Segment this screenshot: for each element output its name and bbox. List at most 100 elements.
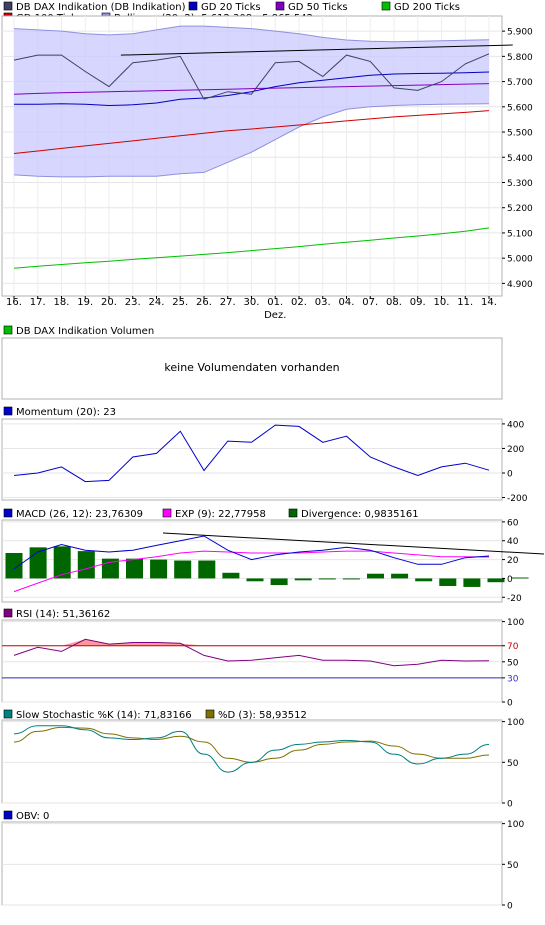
macd-legend-label: EXP (9): 22,77958 xyxy=(175,509,266,520)
macd-legend-swatch xyxy=(288,508,298,518)
macd-y-tick-label: 20 xyxy=(507,556,519,566)
price-legend-swatch xyxy=(275,1,285,11)
divergence-bar xyxy=(5,552,23,579)
momentum-legend-swatch xyxy=(3,406,13,416)
momentum-y-tick-label: -200 xyxy=(507,494,528,504)
price-legend-label: DB DAX Indikation (DB Indikation) xyxy=(16,2,186,13)
x-tick-label: 07. xyxy=(362,297,378,308)
macd-legend-label: Divergence: 0,9835161 xyxy=(301,509,419,520)
divergence-bar xyxy=(367,573,384,579)
rsi-y-tick-label: 70 xyxy=(507,642,519,652)
x-tick-label: 10. xyxy=(434,297,450,308)
x-tick-label: 03. xyxy=(315,297,331,308)
price-y-tick-label: 5.000 xyxy=(507,255,533,265)
x-tick-label: 25. xyxy=(172,297,188,308)
macd-y-tick-label: 60 xyxy=(507,518,519,528)
stochastic-legend-label: %D (3): 58,93512 xyxy=(218,710,307,721)
divergence-bar xyxy=(391,573,409,579)
volume-no-data-message: keine Volumendaten vorhanden xyxy=(164,361,339,374)
divergence-bar xyxy=(439,578,457,586)
momentum-y-tick-label: 200 xyxy=(507,445,524,455)
sma200-line xyxy=(13,227,490,269)
x-tick-label: 18. xyxy=(54,297,70,308)
price-y-tick-label: 5.700 xyxy=(507,78,533,88)
volume-legend-swatch xyxy=(3,325,13,335)
volume-legend-label: DB DAX Indikation Volumen xyxy=(16,326,154,337)
rsi-y-tick-label: 30 xyxy=(507,674,519,684)
rsi-line xyxy=(13,638,490,667)
stochastic-y-tick-label: 100 xyxy=(507,718,524,728)
price-y-tick-label: 5.800 xyxy=(507,53,533,63)
x-tick-label: 09. xyxy=(410,297,426,308)
price-y-tick-label: 4.900 xyxy=(507,280,533,290)
divergence-bar xyxy=(174,560,192,579)
sma100-line xyxy=(13,110,490,154)
macd-exp-line xyxy=(13,550,490,593)
macd-y-tick-label: 0 xyxy=(507,575,513,585)
stochastic-legend-label: Slow Stochastic %K (14): 71,83166 xyxy=(16,710,192,721)
x-tick-label: 14. xyxy=(481,297,497,308)
x-month-label: Dez. xyxy=(264,310,286,321)
rsi-panel-frame xyxy=(1,619,503,703)
macd-legend-swatch xyxy=(3,508,13,518)
macd-y-tick-label: -20 xyxy=(507,594,522,604)
x-tick-label: 20. xyxy=(101,297,117,308)
x-tick-label: 04. xyxy=(339,297,355,308)
momentum-y-tick-label: 400 xyxy=(507,420,524,430)
rsi-y-tick-label: 0 xyxy=(507,699,513,709)
obv-y-tick-label: 0 xyxy=(507,902,513,912)
divergence-bar xyxy=(270,578,288,586)
price-y-tick-label: 5.400 xyxy=(507,154,533,164)
rsi-y-tick-label: 100 xyxy=(507,618,524,628)
price-legend-swatch xyxy=(3,1,13,11)
price-legend-label: GD 20 Ticks xyxy=(201,2,261,13)
price-y-tick-label: 5.300 xyxy=(507,179,533,189)
price-y-tick-label: 5.500 xyxy=(507,129,533,139)
divergence-bar xyxy=(511,577,529,579)
bollinger-band xyxy=(14,26,489,177)
obv-panel-frame xyxy=(1,821,503,906)
stochastic-y-tick-label: 50 xyxy=(507,759,519,769)
rsi-legend-swatch xyxy=(3,608,13,618)
volume-panel-frame xyxy=(1,337,503,400)
macd-panel-frame xyxy=(1,519,503,603)
divergence-bar xyxy=(77,551,95,579)
momentum-line xyxy=(13,424,490,483)
price-legend-label: GD 200 Ticks xyxy=(394,2,460,13)
divergence-bar xyxy=(487,578,505,583)
rsi-legend-label: RSI (14): 51,36162 xyxy=(16,609,110,620)
divergence-bar xyxy=(342,578,360,580)
price-legend-swatch xyxy=(381,1,391,11)
stochastic-k-line xyxy=(13,725,490,773)
macd-line xyxy=(13,535,490,570)
divergence-bar xyxy=(222,572,240,579)
price-y-tick-label: 5.200 xyxy=(507,204,533,214)
x-tick-label: 23. xyxy=(125,297,141,308)
x-tick-label: 02. xyxy=(291,297,307,308)
obv-y-tick-label: 100 xyxy=(507,820,524,830)
bollinger-lower-line xyxy=(13,103,490,178)
momentum-panel-frame xyxy=(1,418,503,501)
macd-y-tick-label: 40 xyxy=(507,537,519,547)
macd-legend-swatch xyxy=(162,508,172,518)
divergence-bar xyxy=(150,559,168,579)
divergence-bar xyxy=(126,558,143,579)
obv-legend-label: OBV: 0 xyxy=(16,811,49,822)
macd-trendline xyxy=(162,532,545,555)
obv-legend-swatch xyxy=(3,810,13,820)
x-tick-label: 30. xyxy=(244,297,260,308)
x-tick-label: 24. xyxy=(149,297,165,308)
x-tick-label: 17. xyxy=(30,297,46,308)
divergence-bar xyxy=(53,546,71,579)
x-tick-label: 11. xyxy=(457,297,473,308)
sma50-line xyxy=(13,83,490,95)
divergence-bar xyxy=(463,578,481,587)
divergence-bar xyxy=(198,560,216,579)
x-tick-label: 08. xyxy=(386,297,402,308)
momentum-y-tick-label: 0 xyxy=(507,470,513,480)
sma20-line xyxy=(14,71,490,107)
price-y-tick-label: 5.900 xyxy=(507,28,533,38)
price-y-tick-label: 5.600 xyxy=(507,103,533,113)
x-tick-label: 26. xyxy=(196,297,212,308)
